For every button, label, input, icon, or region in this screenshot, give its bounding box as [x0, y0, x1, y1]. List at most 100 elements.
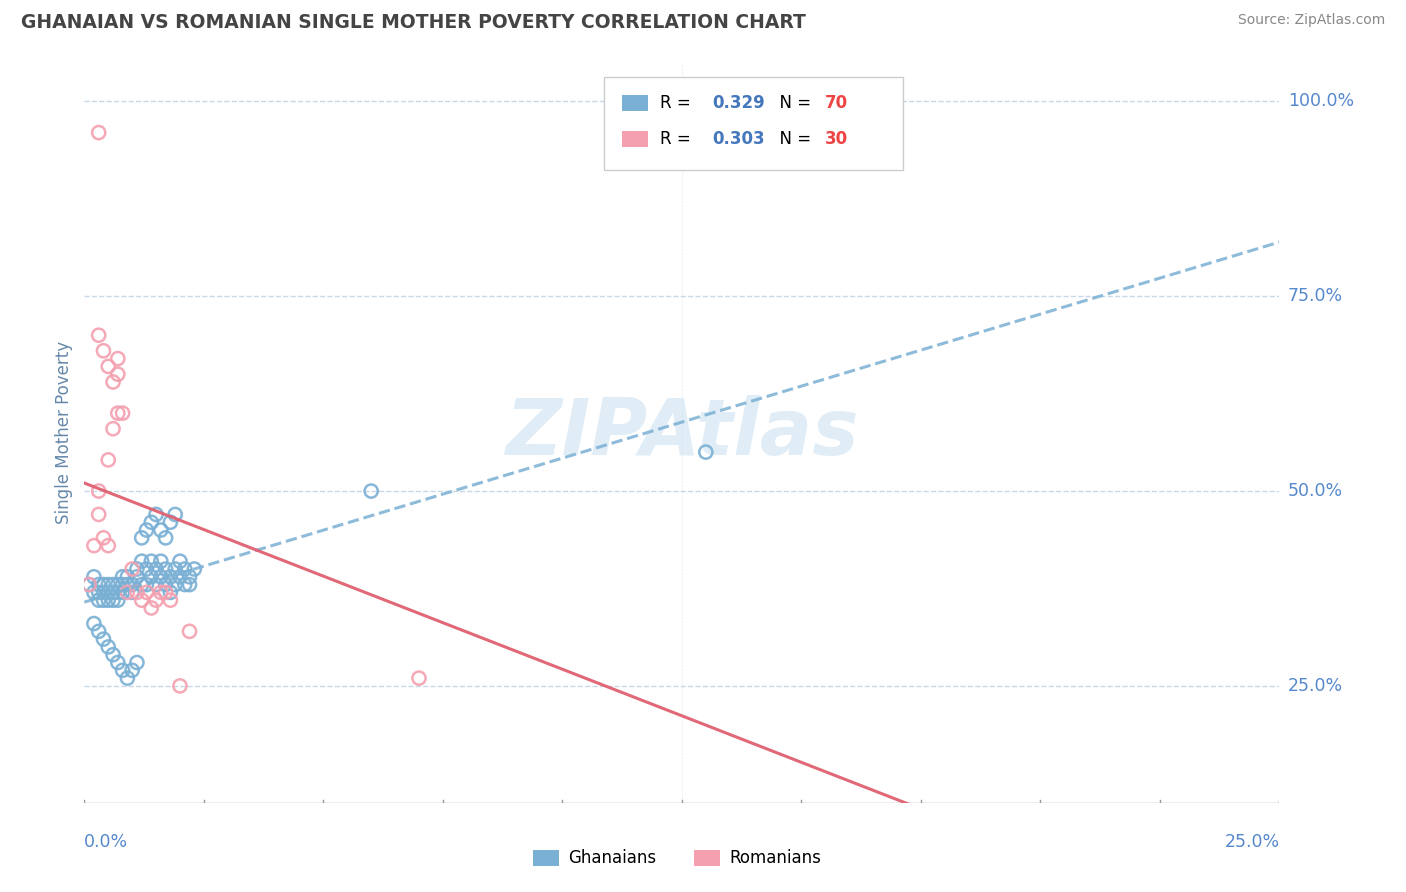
- Point: [107, 656, 129, 670]
- Point: [159, 570, 181, 584]
- Point: [111, 663, 134, 677]
- Point: [149, 554, 172, 568]
- Point: [97, 640, 120, 654]
- Point: [135, 523, 157, 537]
- Point: [101, 585, 124, 599]
- Point: [117, 671, 139, 685]
- Point: [141, 515, 163, 529]
- Point: [149, 523, 172, 537]
- Point: [77, 577, 100, 591]
- Point: [83, 570, 105, 584]
- Point: [131, 554, 153, 568]
- Point: [165, 577, 187, 591]
- Point: [87, 126, 110, 140]
- Point: [101, 577, 124, 591]
- Point: [111, 570, 134, 584]
- FancyBboxPatch shape: [623, 95, 648, 112]
- Text: Source: ZipAtlas.com: Source: ZipAtlas.com: [1237, 13, 1385, 28]
- Point: [107, 585, 129, 599]
- Point: [121, 663, 143, 677]
- Point: [159, 585, 181, 599]
- Point: [145, 577, 167, 591]
- Point: [107, 367, 129, 381]
- Point: [145, 593, 167, 607]
- Point: [97, 539, 120, 553]
- Text: R =: R =: [661, 95, 696, 112]
- Point: [135, 585, 157, 599]
- Point: [149, 570, 172, 584]
- Point: [179, 577, 201, 591]
- Text: 0.0%: 0.0%: [84, 833, 128, 851]
- Point: [97, 359, 120, 374]
- Point: [169, 679, 191, 693]
- Point: [93, 632, 115, 647]
- Point: [87, 593, 110, 607]
- Point: [141, 601, 163, 615]
- Point: [117, 585, 139, 599]
- Point: [93, 577, 115, 591]
- FancyBboxPatch shape: [533, 850, 558, 866]
- Point: [111, 406, 134, 420]
- Point: [173, 562, 195, 576]
- Point: [87, 577, 110, 591]
- Point: [107, 351, 129, 366]
- Point: [149, 585, 172, 599]
- Point: [83, 539, 105, 553]
- Point: [173, 577, 195, 591]
- Point: [87, 585, 110, 599]
- Point: [135, 577, 157, 591]
- Point: [131, 593, 153, 607]
- Point: [93, 531, 115, 545]
- Point: [83, 585, 105, 599]
- Point: [107, 406, 129, 420]
- Point: [87, 328, 110, 343]
- Point: [125, 656, 148, 670]
- Point: [135, 562, 157, 576]
- Text: ZIPAtlas: ZIPAtlas: [505, 394, 859, 471]
- Text: 25.0%: 25.0%: [1225, 833, 1279, 851]
- Text: Romanians: Romanians: [730, 849, 821, 867]
- Point: [107, 577, 129, 591]
- Point: [179, 624, 201, 639]
- Point: [179, 570, 201, 584]
- Point: [111, 577, 134, 591]
- Point: [101, 422, 124, 436]
- Point: [141, 570, 163, 584]
- FancyBboxPatch shape: [695, 850, 720, 866]
- Point: [107, 593, 129, 607]
- Point: [155, 585, 177, 599]
- Point: [97, 577, 120, 591]
- Point: [183, 562, 205, 576]
- Point: [121, 562, 143, 576]
- Point: [77, 577, 100, 591]
- Text: 0.303: 0.303: [711, 129, 765, 148]
- Text: 25.0%: 25.0%: [1288, 677, 1343, 695]
- Point: [125, 585, 148, 599]
- Text: Ghanaians: Ghanaians: [568, 849, 657, 867]
- Text: 0.329: 0.329: [711, 95, 765, 112]
- Point: [360, 484, 382, 499]
- Point: [117, 577, 139, 591]
- Point: [97, 593, 120, 607]
- Point: [165, 562, 187, 576]
- Point: [141, 554, 163, 568]
- Point: [93, 343, 115, 358]
- Point: [121, 585, 143, 599]
- Point: [165, 508, 187, 522]
- FancyBboxPatch shape: [605, 78, 903, 169]
- Point: [93, 593, 115, 607]
- Point: [117, 570, 139, 584]
- Text: 75.0%: 75.0%: [1288, 287, 1343, 305]
- Point: [1125, 815, 1147, 830]
- Point: [97, 585, 120, 599]
- Point: [125, 570, 148, 584]
- Text: GHANAIAN VS ROMANIAN SINGLE MOTHER POVERTY CORRELATION CHART: GHANAIAN VS ROMANIAN SINGLE MOTHER POVER…: [21, 13, 806, 32]
- Point: [111, 585, 134, 599]
- Point: [131, 531, 153, 545]
- Point: [169, 570, 191, 584]
- Point: [155, 531, 177, 545]
- Text: 70: 70: [825, 95, 848, 112]
- Point: [131, 577, 153, 591]
- Point: [155, 562, 177, 576]
- Point: [121, 577, 143, 591]
